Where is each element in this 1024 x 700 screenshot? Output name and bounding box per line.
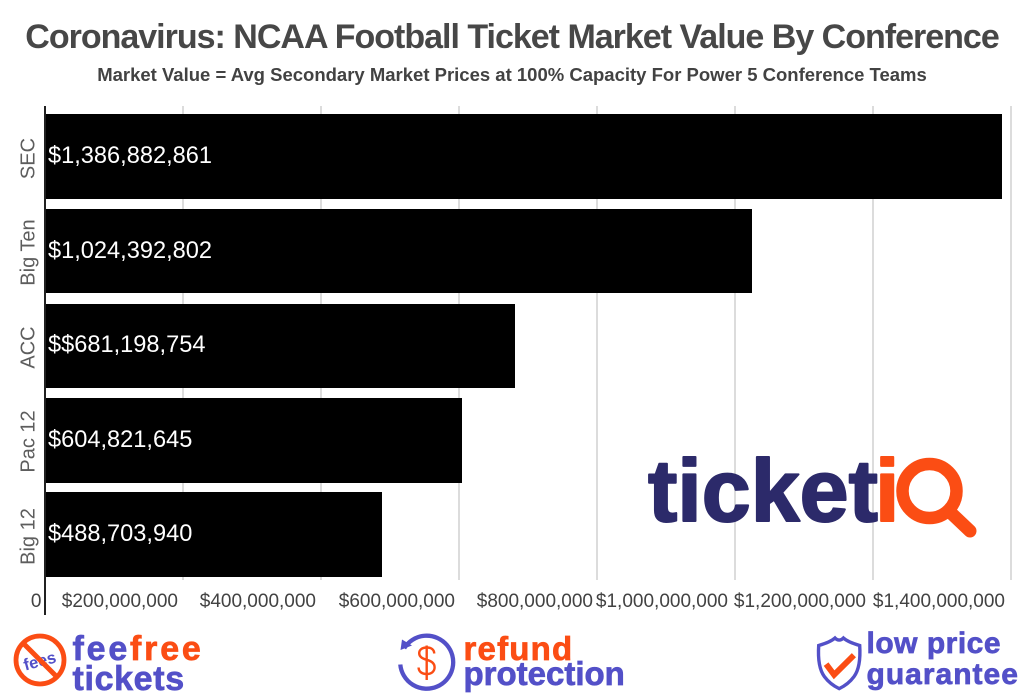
- svg-text:i: i: [875, 441, 899, 540]
- svg-text:ticket: ticket: [648, 441, 878, 540]
